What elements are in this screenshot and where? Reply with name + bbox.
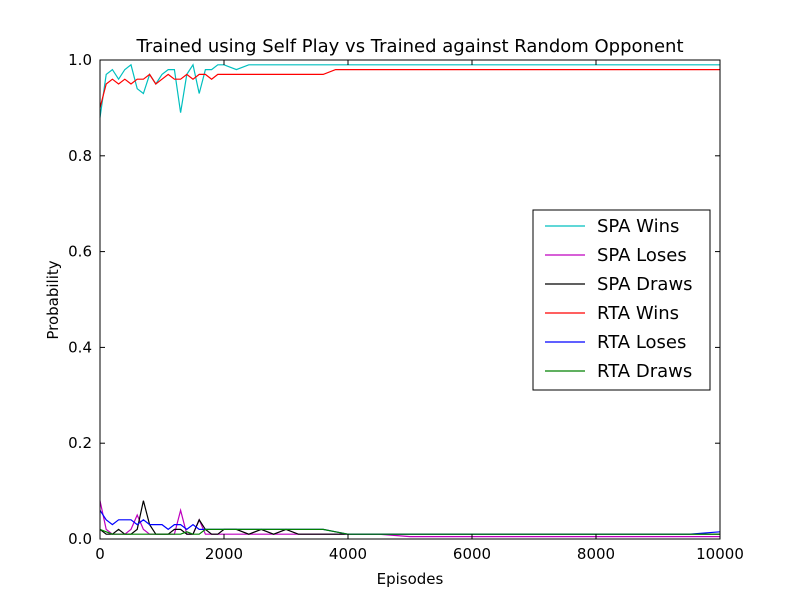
x-tick-label: 0	[95, 545, 105, 563]
y-axis-label: Probability	[44, 260, 62, 339]
series-line-rta-loses	[99, 509, 721, 535]
legend-entry: RTA Loses	[597, 332, 686, 353]
legend-entry: RTA Draws	[597, 361, 692, 382]
series-line-spa-wins	[99, 63, 720, 118]
y-tick-label: 0.8	[68, 147, 92, 165]
y-tick-label: 0.0	[68, 530, 92, 548]
y-tick-label: 0.2	[68, 434, 92, 452]
series-line-spa-draws	[99, 500, 720, 535]
series-line-spa-loses	[99, 500, 720, 538]
x-axis-label: Episodes	[377, 570, 444, 588]
chart-title: Trained using Self Play vs Trained again…	[135, 36, 683, 57]
legend-entry: RTA Wins	[597, 303, 679, 324]
series-line-rta-draws	[99, 528, 720, 535]
y-tick-label: 1.0	[68, 51, 92, 69]
x-tick-label: 2000	[205, 545, 243, 563]
plot-area	[99, 63, 721, 538]
x-tick-label: 8000	[577, 545, 615, 563]
plot-frame	[99, 59, 721, 540]
legend-entry: SPA Wins	[597, 216, 679, 237]
legend-entry: SPA Loses	[597, 245, 687, 266]
y-tick-label: 0.6	[68, 243, 92, 261]
x-tick-label: 6000	[453, 545, 491, 563]
series-line-rta-wins	[99, 68, 720, 109]
x-tick-label: 4000	[329, 545, 367, 563]
x-tick-label: 10000	[696, 545, 744, 563]
legend-entry: SPA Draws	[597, 274, 693, 295]
axis-ticks: 0 2000 4000 6000 8000 10000 0.0 0.2 0.4 0.6 0.8 1.0	[68, 51, 744, 563]
legend-box	[532, 209, 711, 391]
y-tick-label: 0.4	[68, 338, 92, 356]
legend: SPA Wins SPA Loses SPA Draws RTA Wins RTA Lo…	[532, 209, 711, 391]
